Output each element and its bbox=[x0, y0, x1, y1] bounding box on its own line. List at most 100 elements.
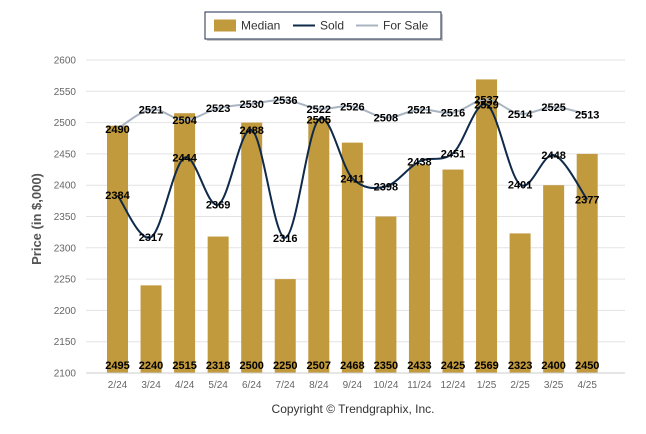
for-sale-data-label: 2521 bbox=[407, 104, 431, 116]
median-bar bbox=[341, 142, 363, 373]
sold-data-label: 2316 bbox=[273, 233, 297, 245]
median-bar bbox=[107, 125, 128, 373]
median-data-label: 2495 bbox=[105, 360, 129, 372]
x-tick-label: 9/24 bbox=[343, 380, 363, 391]
median-data-label: 2468 bbox=[340, 360, 364, 372]
median-data-label: 2425 bbox=[441, 360, 465, 372]
median-bar bbox=[140, 285, 162, 373]
median-bar bbox=[174, 113, 196, 374]
label-layer: 2384 2317 2444 2369 2488 2316 2505 2411 2398 2438… bbox=[105, 94, 599, 372]
x-tick-label: 2/24 bbox=[108, 380, 128, 391]
x-tick-label: 6/24 bbox=[242, 380, 262, 391]
for-sale-data-label: 2513 bbox=[575, 109, 599, 121]
median-data-label: 2450 bbox=[575, 360, 599, 372]
for-sale-data-label: 2504 bbox=[172, 115, 197, 127]
for-sale-data-label: 2522 bbox=[307, 104, 331, 116]
for-sale-data-label: 2525 bbox=[541, 102, 565, 114]
median-bar bbox=[576, 153, 598, 373]
sold-data-label: 2384 bbox=[105, 190, 130, 202]
legend-label-for-sale: For Sale bbox=[383, 19, 429, 33]
x-tick-label: 4/24 bbox=[175, 380, 195, 391]
x-tick-label: 12/24 bbox=[440, 380, 465, 391]
sold-data-label: 2369 bbox=[206, 200, 230, 212]
median-data-label: 2240 bbox=[139, 360, 163, 372]
y-axis-title: Price (in $,000) bbox=[29, 173, 44, 265]
for-sale-data-label: 2516 bbox=[441, 108, 465, 120]
median-data-label: 2350 bbox=[374, 360, 398, 372]
y-tick-label: 2200 bbox=[54, 306, 77, 317]
median-bar bbox=[408, 164, 430, 373]
sold-data-label: 2488 bbox=[239, 125, 263, 137]
legend-label-sold: Sold bbox=[320, 19, 344, 33]
legend: Median Sold For Sale bbox=[204, 11, 443, 41]
median-bar bbox=[308, 118, 330, 373]
y-tick-label: 2150 bbox=[54, 337, 77, 348]
median-bar bbox=[241, 122, 263, 373]
axis-layer: 2100 2150 2200 2250 2300 2350 2400 2450 2500 2550… bbox=[54, 56, 625, 391]
y-tick-label: 2550 bbox=[54, 87, 77, 98]
for-sale-data-label: 2536 bbox=[273, 95, 297, 107]
sold-data-label: 2529 bbox=[474, 99, 498, 111]
median-bar bbox=[274, 279, 296, 373]
sold-data-label: 2451 bbox=[441, 148, 465, 160]
y-tick-label: 2500 bbox=[54, 118, 77, 129]
x-tick-label: 1/25 bbox=[477, 380, 497, 391]
median-data-label: 2318 bbox=[206, 360, 230, 372]
line-layer bbox=[116, 98, 589, 239]
x-tick-label: 3/25 bbox=[544, 380, 564, 391]
y-tick-label: 2300 bbox=[54, 243, 77, 254]
median-data-label: 2569 bbox=[474, 360, 498, 372]
median-data-label: 2400 bbox=[541, 360, 565, 372]
median-data-label: 2507 bbox=[307, 360, 331, 372]
for-sale-data-label: 2523 bbox=[206, 103, 230, 115]
x-tick-label: 11/24 bbox=[407, 380, 432, 391]
y-tick-label: 2400 bbox=[54, 181, 77, 192]
median-data-label: 2515 bbox=[172, 360, 196, 372]
legend-swatch-median bbox=[214, 19, 236, 32]
median-data-label: 2433 bbox=[407, 360, 431, 372]
sold-data-label: 2448 bbox=[541, 150, 565, 162]
x-tick-label: 10/24 bbox=[373, 380, 398, 391]
y-tick-label: 2100 bbox=[54, 369, 77, 380]
median-data-label: 2323 bbox=[508, 360, 532, 372]
sold-data-label: 2438 bbox=[407, 156, 431, 168]
sold-data-label: 2377 bbox=[575, 195, 599, 207]
for-sale-data-label: 2537 bbox=[474, 94, 498, 106]
sold-data-label: 2317 bbox=[139, 232, 163, 244]
y-tick-label: 2350 bbox=[54, 212, 77, 223]
copyright-text: Copyright © Trendgraphix, Inc. bbox=[272, 402, 435, 416]
sold-data-label: 2444 bbox=[172, 153, 197, 165]
median-bar bbox=[476, 79, 498, 373]
x-tick-label: 4/25 bbox=[577, 380, 597, 391]
x-tick-label: 2/25 bbox=[510, 380, 530, 391]
for-sale-data-label: 2526 bbox=[340, 101, 364, 113]
y-tick-label: 2450 bbox=[54, 149, 77, 160]
bar-layer bbox=[107, 79, 598, 374]
sold-line bbox=[116, 103, 589, 239]
median-data-label: 2250 bbox=[273, 360, 297, 372]
x-tick-label: 5/24 bbox=[208, 380, 228, 391]
for-sale-data-label: 2521 bbox=[139, 104, 163, 116]
legend-label-median: Median bbox=[241, 19, 280, 33]
sold-data-label: 2398 bbox=[374, 181, 398, 193]
x-tick-label: 7/24 bbox=[276, 380, 296, 391]
for-sale-line bbox=[116, 98, 588, 130]
for-sale-data-label: 2514 bbox=[508, 109, 533, 121]
for-sale-data-label: 2508 bbox=[374, 113, 398, 125]
median-data-label: 2500 bbox=[239, 360, 263, 372]
sold-data-label: 2401 bbox=[508, 180, 532, 192]
median-bar bbox=[442, 169, 464, 373]
median-bar bbox=[509, 233, 531, 373]
for-sale-data-label: 2530 bbox=[239, 99, 263, 111]
legend-box bbox=[204, 11, 442, 40]
y-tick-label: 2250 bbox=[54, 275, 77, 286]
median-bar bbox=[375, 216, 397, 373]
x-tick-label: 3/24 bbox=[141, 380, 161, 391]
sold-data-label: 2411 bbox=[340, 173, 364, 185]
y-tick-label: 2600 bbox=[54, 56, 77, 67]
x-tick-label: 8/24 bbox=[309, 380, 329, 391]
for-sale-data-label: 2490 bbox=[105, 124, 129, 136]
median-bar bbox=[543, 185, 565, 373]
